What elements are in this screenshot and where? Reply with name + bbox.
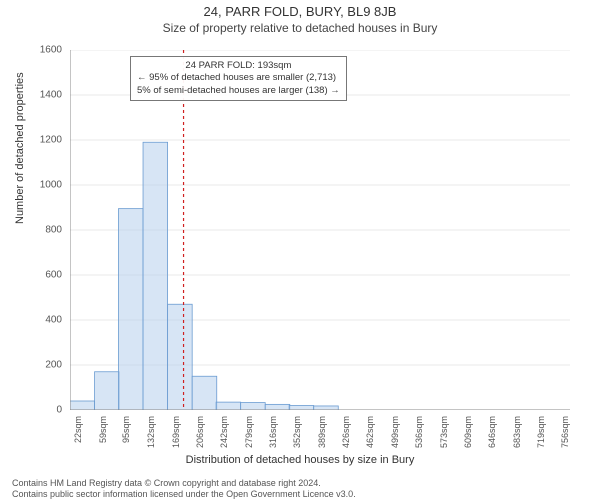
chart-container: 24, PARR FOLD, BURY, BL9 8JB Size of pro… <box>0 4 600 504</box>
x-axis-label: Distribution of detached houses by size … <box>0 454 600 466</box>
chart-subtitle: Size of property relative to detached ho… <box>0 21 600 35</box>
footer-line-2: Contains public sector information licen… <box>12 489 356 500</box>
legend-box: 24 PARR FOLD: 193sqm ← 95% of detached h… <box>130 56 347 101</box>
histogram-bar <box>70 401 95 410</box>
x-tick-label: 242sqm <box>219 416 229 448</box>
x-tick-label: 499sqm <box>390 416 400 448</box>
legend-line-1: 24 PARR FOLD: 193sqm <box>137 60 340 72</box>
y-tick-label: 1000 <box>29 180 62 191</box>
y-tick-label: 600 <box>29 270 62 281</box>
histogram-bar <box>168 304 193 410</box>
x-tick-label: 646sqm <box>487 416 497 448</box>
page-title: 24, PARR FOLD, BURY, BL9 8JB <box>0 4 600 19</box>
x-tick-label: 132sqm <box>146 416 156 448</box>
legend-line-2: ← 95% of detached houses are smaller (2,… <box>137 72 340 84</box>
histogram-bar <box>314 406 339 410</box>
y-axis-label: Number of detached properties <box>14 72 26 224</box>
footer: Contains HM Land Registry data © Crown c… <box>12 478 356 500</box>
histogram-bar <box>143 142 168 410</box>
x-tick-label: 683sqm <box>512 416 522 448</box>
histogram-bar <box>241 403 266 410</box>
footer-line-1: Contains HM Land Registry data © Crown c… <box>12 478 356 489</box>
x-tick-label: 609sqm <box>463 416 473 448</box>
x-tick-label: 95sqm <box>121 416 131 443</box>
x-tick-label: 206sqm <box>195 416 205 448</box>
x-tick-label: 22sqm <box>73 416 83 443</box>
x-tick-label: 426sqm <box>341 416 351 448</box>
x-tick-label: 316sqm <box>268 416 278 448</box>
y-tick-label: 0 <box>29 405 62 416</box>
histogram-plot <box>70 50 570 410</box>
legend-line-3: 5% of semi-detached houses are larger (1… <box>137 85 340 97</box>
x-tick-label: 59sqm <box>98 416 108 443</box>
histogram-bar <box>265 404 290 410</box>
x-tick-label: 389sqm <box>317 416 327 448</box>
y-tick-label: 200 <box>29 360 62 371</box>
chart-area: 24 PARR FOLD: 193sqm ← 95% of detached h… <box>70 50 570 410</box>
y-tick-label: 800 <box>29 225 62 236</box>
histogram-bar <box>118 209 143 410</box>
x-tick-label: 573sqm <box>439 416 449 448</box>
y-tick-label: 400 <box>29 315 62 326</box>
y-tick-label: 1200 <box>29 135 62 146</box>
x-tick-label: 352sqm <box>292 416 302 448</box>
x-tick-label: 719sqm <box>536 416 546 448</box>
y-tick-label: 1400 <box>29 90 62 101</box>
x-tick-label: 536sqm <box>414 416 424 448</box>
y-tick-label: 1600 <box>29 45 62 56</box>
x-tick-label: 279sqm <box>244 416 254 448</box>
histogram-bar <box>192 376 217 410</box>
histogram-bar <box>216 402 241 410</box>
histogram-bar <box>289 406 314 411</box>
x-tick-label: 462sqm <box>365 416 375 448</box>
x-tick-label: 756sqm <box>560 416 570 448</box>
x-tick-label: 169sqm <box>171 416 181 448</box>
histogram-bar <box>95 372 120 410</box>
